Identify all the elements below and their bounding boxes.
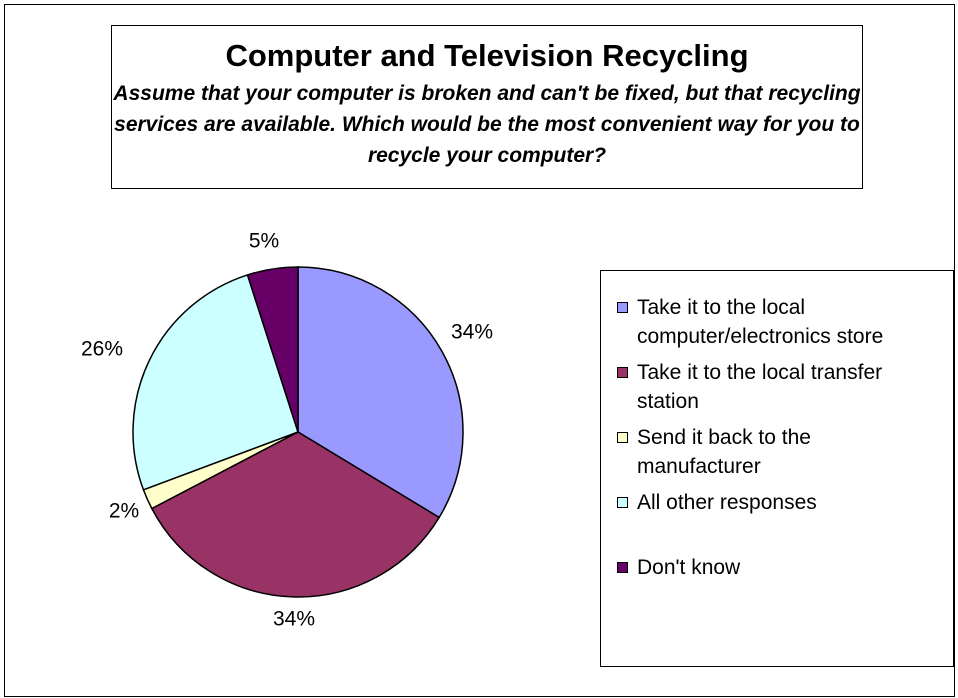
legend-label: Don't know xyxy=(637,556,741,579)
chart-title: Computer and Television Recycling xyxy=(225,38,749,73)
legend: Take it to the local computer/electronics… xyxy=(600,270,954,667)
legend-label: Send it back to the manufacturer xyxy=(637,426,811,478)
data-label-5: 5% xyxy=(249,230,279,253)
data-label-3: 2% xyxy=(109,500,139,523)
title-box: Computer and Television Recycling Assume… xyxy=(111,25,863,189)
pie-slice-5 xyxy=(246,266,299,433)
legend-label: All other responses xyxy=(637,491,817,514)
chart-subtitle: Assume that your computer is broken and … xyxy=(113,82,861,167)
legend-label: Take it to the local transfer station xyxy=(637,361,883,413)
data-label-4: 26% xyxy=(81,338,123,361)
legend-label: Take it to the local computer/electronics… xyxy=(637,296,884,348)
data-label-2: 34% xyxy=(273,608,315,631)
pie-slice-2 xyxy=(150,431,441,598)
legend-swatch xyxy=(617,497,628,508)
legend-swatch xyxy=(617,562,628,573)
legend-swatch xyxy=(617,432,628,443)
data-label-1: 34% xyxy=(451,321,493,344)
legend-swatch xyxy=(617,302,628,313)
pie-slice-4 xyxy=(132,273,299,491)
pie-slice-1 xyxy=(297,266,464,519)
legend-swatch xyxy=(617,367,628,378)
